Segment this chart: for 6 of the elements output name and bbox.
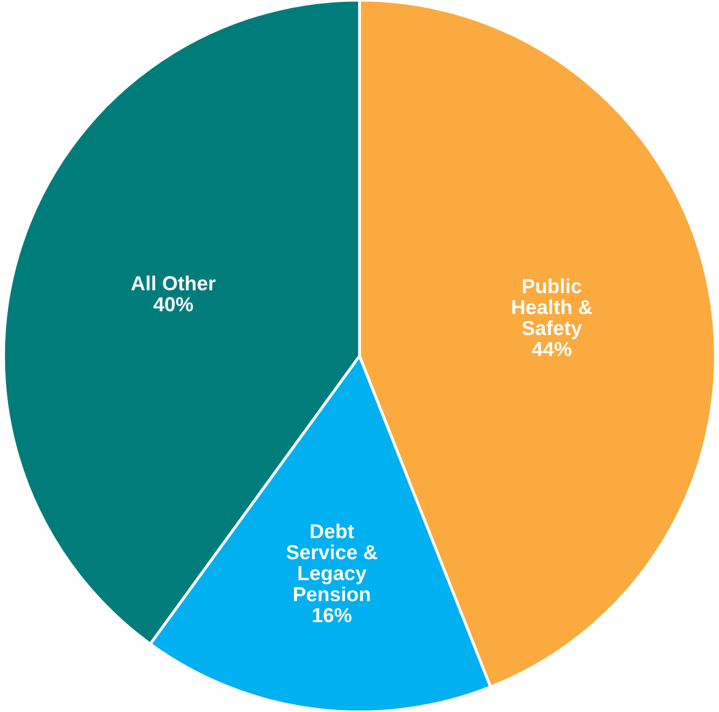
data-label: 40% xyxy=(153,297,193,312)
slice-label: All Other xyxy=(131,276,216,290)
slice-label: Public Health & Safety xyxy=(512,278,592,340)
slice-label: Debt Service & Legacy Pension xyxy=(286,524,378,602)
data-label: 44% xyxy=(532,342,572,356)
data-label: 16% xyxy=(312,608,352,622)
